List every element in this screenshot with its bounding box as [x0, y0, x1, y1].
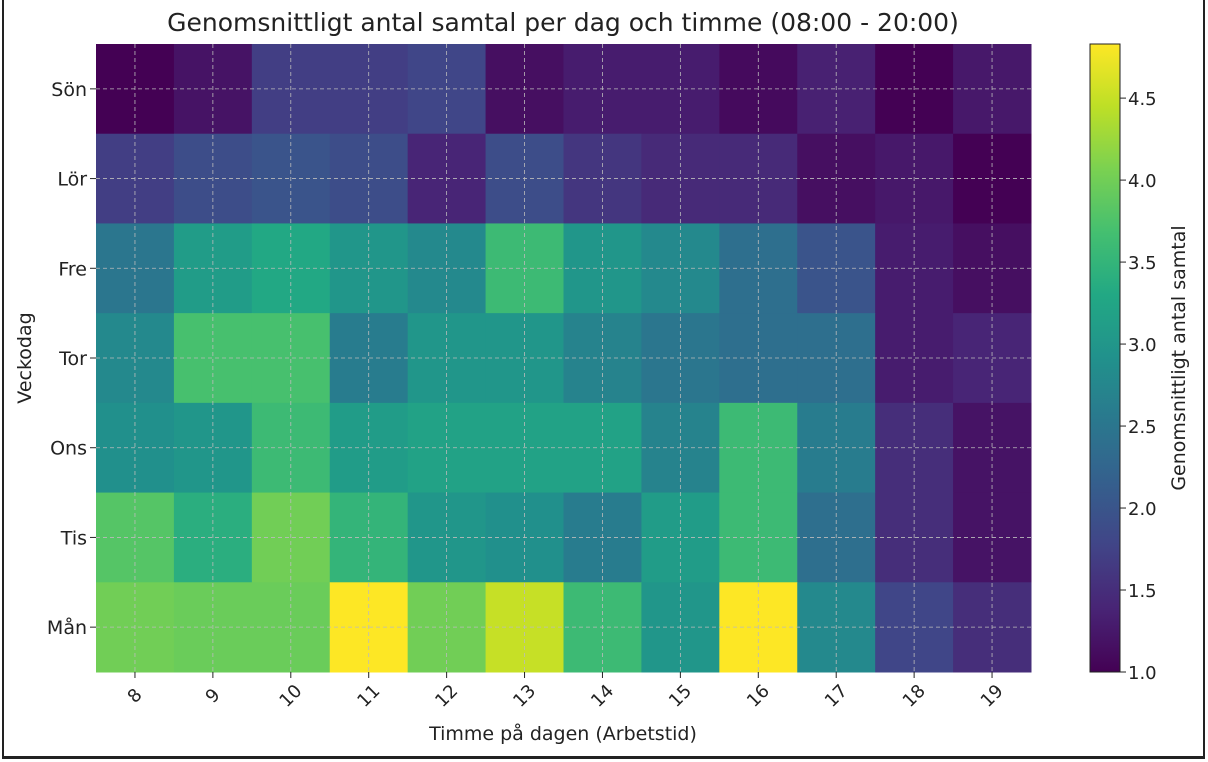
x-tick-label: 17 [821, 681, 852, 712]
x-tick-label: 12 [431, 681, 462, 712]
y-tick-label: Lör [57, 169, 87, 191]
x-tick-label: 9 [202, 685, 225, 708]
x-tick-label: 10 [275, 681, 306, 712]
colorbar-tick-label: 3.0 [1128, 335, 1157, 356]
y-axis-label: Veckodag [14, 312, 36, 403]
x-tick-label: 15 [665, 681, 696, 712]
x-tick-label: 11 [353, 681, 384, 712]
x-tick-label: 18 [899, 681, 930, 712]
x-axis-ticks: 8 9 10 11 12 13 14 15 16 17 18 19 [124, 672, 1008, 712]
colorbar-label: Genomsnittligt antal samtal [1168, 225, 1190, 490]
colorbar-tick-label: 4.5 [1128, 89, 1157, 110]
x-tick-label: 13 [509, 681, 540, 712]
colorbar-tick-label: 2.0 [1128, 499, 1157, 520]
y-tick-label: Fre [58, 258, 87, 280]
colorbar [1089, 43, 1121, 673]
y-tick-label: Tis [60, 527, 87, 549]
x-tick-label: 8 [124, 685, 147, 708]
colorbar-tick-label: 1.0 [1128, 663, 1157, 684]
y-tick-label: Tor [58, 348, 87, 370]
colorbar-tick-label: 4.0 [1128, 171, 1157, 192]
y-tick-label: Mån [47, 616, 87, 639]
x-tick-label: 16 [743, 681, 774, 712]
colorbar-tick-label: 3.5 [1128, 253, 1157, 274]
colorbar-ticks: 1.0 1.5 2.0 2.5 3.0 3.5 4.0 4.5 [1120, 89, 1157, 684]
colorbar-tick-label: 2.5 [1128, 417, 1157, 438]
chart-title: Genomsnittligt antal samtal per dag och … [167, 8, 959, 37]
colorbar-tick-label: 1.5 [1128, 581, 1157, 602]
y-axis-ticks: Sön Lör Fre Tor Ons Tis Mån [47, 79, 96, 639]
x-axis-label: Timme på dagen (Arbetstid) [428, 722, 697, 745]
grid-lines [96, 44, 1031, 672]
y-tick-label: Ons [50, 438, 87, 460]
x-tick-label: 19 [977, 681, 1008, 712]
x-tick-label: 14 [587, 681, 618, 712]
y-tick-label: Sön [51, 79, 87, 101]
